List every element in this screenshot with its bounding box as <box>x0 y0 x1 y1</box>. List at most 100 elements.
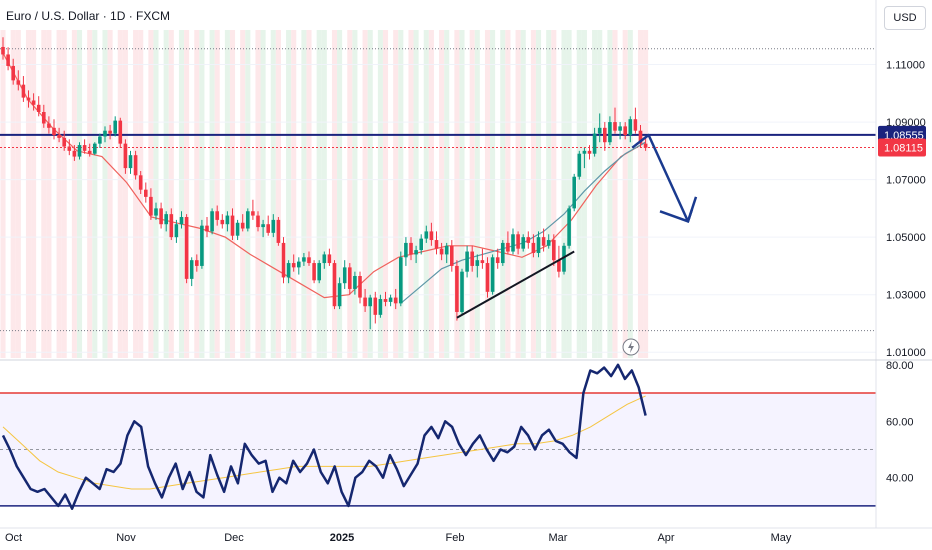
candle <box>603 122 607 151</box>
candle-body <box>246 211 250 229</box>
chart-title: Euro / U.S. Dollar · 1D · FXCM <box>6 9 171 23</box>
trend-band <box>520 30 526 358</box>
trend-band <box>413 30 419 358</box>
candle-body <box>450 245 454 266</box>
candle-body <box>52 127 56 136</box>
candle <box>108 124 112 140</box>
trend-band <box>117 30 123 358</box>
candle <box>358 271 362 304</box>
candle-body <box>603 127 607 143</box>
candle-body <box>189 260 194 279</box>
trend-band <box>260 30 266 358</box>
candle <box>429 222 434 246</box>
candle <box>470 245 474 272</box>
candle <box>113 116 117 137</box>
candle-body <box>291 263 296 268</box>
candle-body <box>144 189 148 197</box>
trend-band <box>76 30 83 358</box>
candle-body <box>62 137 66 147</box>
trend-band <box>459 30 465 358</box>
candle-body <box>501 242 505 264</box>
candle <box>16 70 21 91</box>
trend-band <box>500 30 506 358</box>
trend-band <box>347 30 353 358</box>
trend-band <box>352 30 358 358</box>
candle-body <box>393 297 398 304</box>
trend-band <box>41 30 47 358</box>
candle-body <box>82 145 87 151</box>
candle <box>144 182 148 203</box>
trend-band <box>56 30 62 358</box>
candle <box>495 248 500 269</box>
candle-body <box>557 260 561 272</box>
candle <box>521 234 525 252</box>
trend-band <box>316 30 322 358</box>
candle-body <box>200 225 204 266</box>
trend-band <box>15 30 21 358</box>
candle-body <box>174 224 179 238</box>
candle-body <box>26 97 31 101</box>
trend-band <box>209 30 215 358</box>
candle-body <box>618 126 622 131</box>
candle-body <box>562 245 566 272</box>
candle-body <box>297 261 301 268</box>
candle <box>205 217 209 238</box>
trend-band <box>255 30 261 358</box>
candle <box>378 294 383 318</box>
candle <box>638 124 643 148</box>
candle <box>322 251 327 269</box>
trend-band <box>546 30 552 358</box>
lightning-icon-bolt <box>628 341 634 353</box>
candle-body <box>373 297 378 315</box>
candle <box>501 240 505 266</box>
trend-band <box>566 30 572 358</box>
candle <box>220 214 225 229</box>
candle <box>399 251 403 307</box>
trend-band <box>194 30 200 358</box>
trend-band <box>382 30 389 358</box>
trend-band <box>408 30 414 358</box>
candle <box>444 242 449 264</box>
candle <box>409 237 413 261</box>
candle-body <box>633 119 638 131</box>
trend-band <box>607 30 613 358</box>
candle-body <box>36 104 41 112</box>
candle <box>439 242 444 261</box>
candle-body <box>159 208 163 225</box>
trend-band <box>153 30 159 358</box>
trend-band <box>627 30 633 358</box>
background-bands <box>0 30 649 358</box>
candle <box>225 211 230 232</box>
currency-button[interactable]: USD <box>884 6 926 30</box>
candle <box>613 107 617 134</box>
candle <box>62 130 66 151</box>
candle-body <box>429 231 434 241</box>
trend-band <box>178 30 185 358</box>
trend-band <box>0 30 6 358</box>
candle <box>572 173 576 212</box>
x-tick-label: Feb <box>446 532 465 544</box>
candle <box>516 231 520 255</box>
candle-body <box>608 122 612 143</box>
osc-y-tick-label: 40.00 <box>886 473 914 485</box>
trend-band <box>286 30 292 358</box>
trend-band <box>428 30 434 358</box>
trend-band <box>163 30 169 358</box>
candle-body <box>597 127 602 134</box>
candle <box>138 170 143 194</box>
candle <box>103 126 107 143</box>
trend-band <box>46 30 52 358</box>
trend-band <box>530 30 536 358</box>
candle-body <box>526 237 531 243</box>
candle-body <box>546 240 551 246</box>
candle-body <box>490 257 495 292</box>
trend-band <box>240 30 246 358</box>
candle <box>133 150 138 180</box>
x-tick-label: Nov <box>116 532 136 544</box>
candle <box>235 219 240 241</box>
candle <box>465 245 469 278</box>
candle <box>302 252 306 266</box>
trend-band <box>229 30 236 358</box>
